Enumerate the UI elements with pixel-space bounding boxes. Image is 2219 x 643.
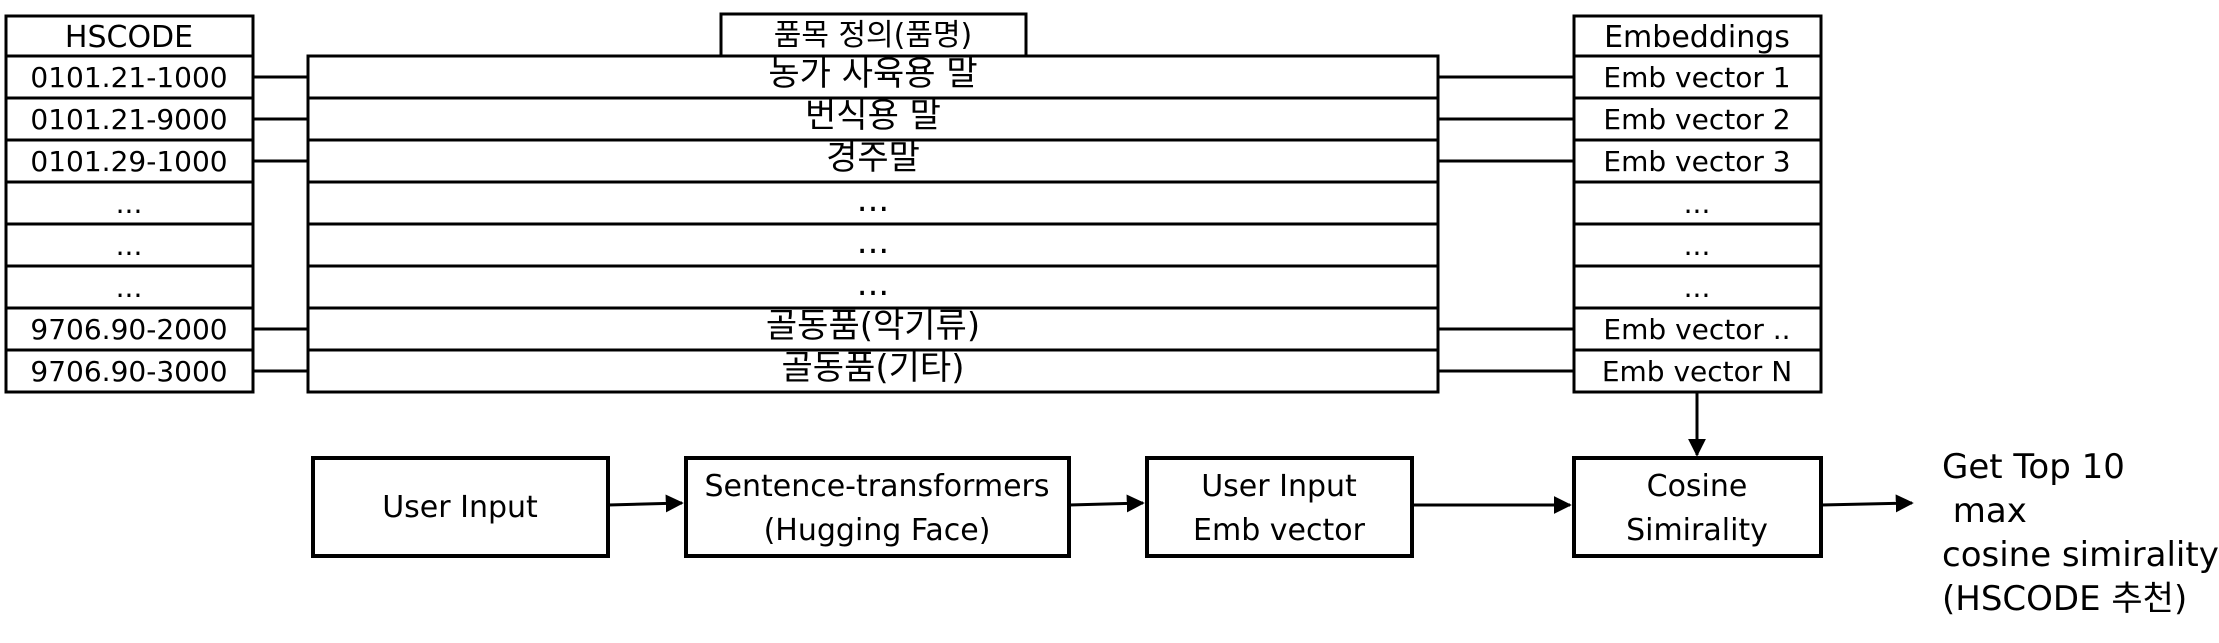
embedding-value: ...	[1684, 187, 1711, 220]
embedding-value: Emb vector ..	[1603, 313, 1790, 346]
user-input-emb-box: User Input Emb vector	[1145, 456, 1414, 558]
embedding-value: ...	[1684, 271, 1711, 304]
embedding-cell	[1572, 54, 1823, 100]
arrow-cosine-to-output	[1820, 494, 1914, 513]
output-text: Get Top 10 max cosine simirality (HSCODE…	[1942, 447, 2219, 619]
user-input-label: User Input	[382, 490, 538, 525]
cosine-label-1: Cosine	[1647, 469, 1748, 504]
hscode-value: 0101.21-1000	[30, 61, 227, 94]
definition-value: 골동품(기타)	[782, 348, 965, 388]
transformer-label-2: (Hugging Face)	[764, 513, 991, 548]
hscode-cell	[4, 222, 255, 268]
embedding-value: ...	[1684, 229, 1711, 262]
definition-value: ...	[857, 264, 889, 304]
hscode-value: 9706.90-2000	[30, 313, 227, 346]
cosine-label-2: Simirality	[1626, 513, 1768, 548]
sentence-transformers-box: Sentence-transformers (Hugging Face)	[684, 456, 1071, 558]
hscode-header: HSCODE	[65, 20, 193, 55]
definition-header-cell	[719, 12, 1028, 58]
embeddings-header-cell	[1572, 14, 1823, 58]
embedding-cell	[1572, 180, 1823, 226]
definition-value: 경주말	[826, 138, 920, 178]
embeddings-table: Embeddings Emb vector 1 Emb vector 2 Emb v…	[1572, 14, 1823, 394]
arrow-transformer-to-emb	[1068, 494, 1145, 513]
hscode-cell	[4, 348, 255, 394]
embeddings-header: Embeddings	[1604, 20, 1790, 55]
embedding-value: Emb vector N	[1602, 355, 1792, 388]
cosine-similarity-box: Cosine Simirality	[1572, 456, 1823, 558]
user-emb-label-1: User Input	[1201, 469, 1357, 504]
arrow-input-to-transformer	[607, 494, 684, 513]
hscode-value: ...	[116, 271, 143, 304]
output-line-2: max	[1942, 491, 2027, 531]
definition-value: 농가 사육용 말	[768, 54, 977, 94]
output-line-4: (HSCODE 추천)	[1942, 579, 2187, 619]
user-emb-label-2: Emb vector	[1193, 513, 1366, 548]
output-line-1: Get Top 10	[1942, 447, 2125, 487]
definition-value: 골동품(악기류)	[766, 306, 980, 346]
hscode-value: ...	[116, 229, 143, 262]
definition-value: ...	[857, 180, 889, 220]
definition-cell	[306, 96, 1440, 142]
embedding-value: Emb vector 3	[1603, 145, 1790, 178]
definition-value: 번식용 말	[805, 96, 941, 136]
embedding-cell	[1572, 138, 1823, 184]
definition-value: ...	[857, 222, 889, 262]
embedding-value: Emb vector 2	[1603, 103, 1790, 136]
user-input-box: User Input	[311, 456, 610, 558]
definition-cell	[306, 264, 1440, 310]
hscode-table: HSCODE 0101.21-1000 0101.21-9000 0101.29-1…	[4, 14, 255, 394]
output-line-3: cosine simirality	[1942, 535, 2219, 575]
hscode-value: 0101.21-9000	[30, 103, 227, 136]
transformer-label-1: Sentence-transformers	[704, 469, 1049, 504]
definition-cell	[306, 180, 1440, 226]
hscode-cell	[4, 306, 255, 352]
embedding-value: Emb vector 1	[1603, 61, 1790, 94]
hscode-value: ...	[116, 187, 143, 220]
hscode-value: 9706.90-3000	[30, 355, 227, 388]
row-connectors	[253, 75, 1574, 373]
definition-header: 품목 정의(품명)	[774, 18, 973, 53]
hscode-value: 0101.29-1000	[30, 145, 227, 178]
embedding-cell	[1572, 222, 1823, 268]
